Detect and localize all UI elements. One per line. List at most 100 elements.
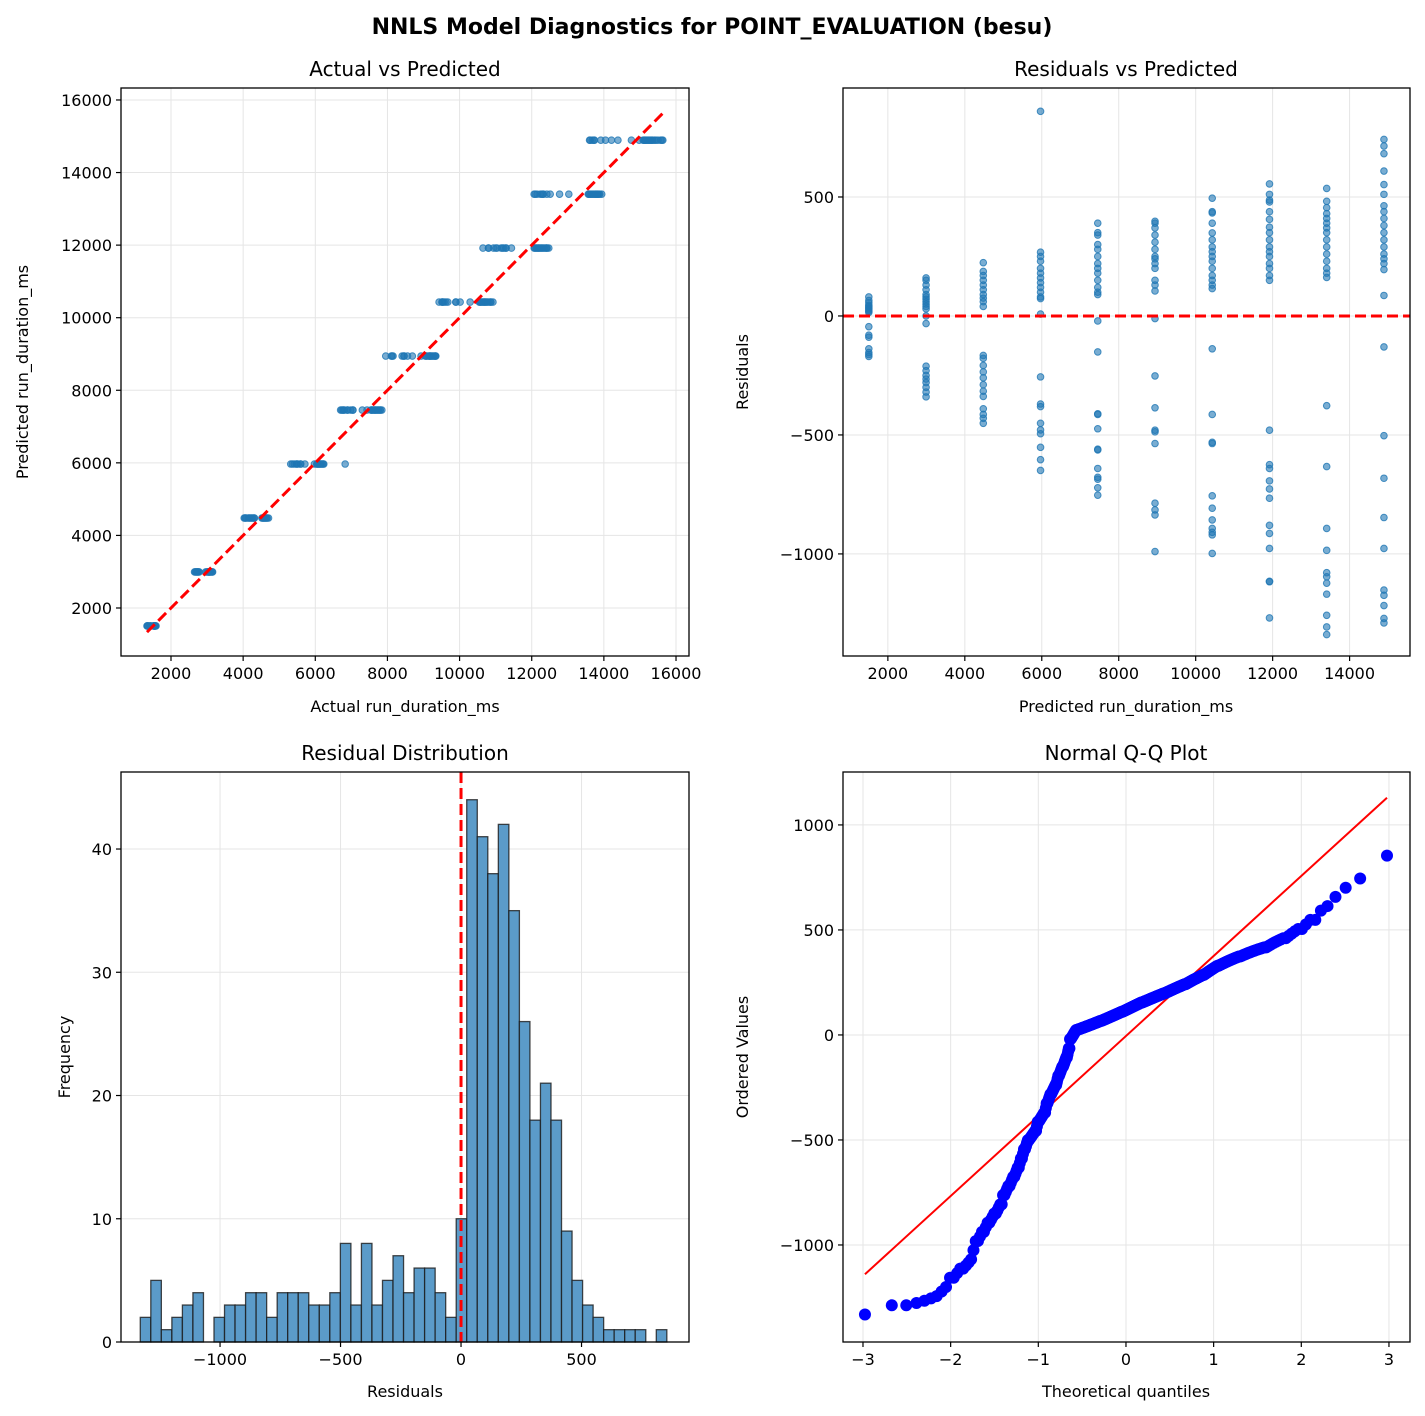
- data-point: [555, 190, 564, 198]
- data-point: [1093, 269, 1102, 277]
- data-point: [1322, 590, 1331, 598]
- x-tick-label: 12000: [1247, 664, 1298, 683]
- data-point: [1093, 475, 1102, 483]
- data-point: [286, 460, 295, 468]
- data-point: [1380, 236, 1388, 244]
- histogram-bar: [655, 1329, 668, 1343]
- histogram-bar: [434, 1292, 447, 1343]
- data-point: [1380, 431, 1388, 440]
- data-point: [1265, 180, 1274, 188]
- data-point: [1151, 428, 1159, 436]
- data-point: [336, 406, 345, 414]
- data-point: [1380, 149, 1388, 158]
- y-tick-label: 4000: [71, 526, 112, 545]
- data-point: [1322, 197, 1331, 206]
- data-point: [1322, 236, 1331, 244]
- histogram-bar: [634, 1329, 647, 1343]
- y-tick-label: 10: [92, 1210, 112, 1229]
- identity-line: [145, 112, 664, 634]
- data-point: [1322, 250, 1331, 258]
- histogram-bar: [497, 823, 510, 1343]
- data-point: [1265, 215, 1274, 224]
- y-tick-label: −500: [790, 426, 834, 445]
- x-axis-label: Predicted run_duration_ms: [1019, 697, 1233, 717]
- plot-area: [121, 88, 689, 656]
- y-tick-label: −500: [790, 1131, 834, 1150]
- y-tick-label: 500: [803, 921, 834, 940]
- y-tick-label: 8000: [71, 381, 112, 400]
- x-tick-label: 10000: [1170, 664, 1221, 683]
- data-point: [1322, 572, 1331, 581]
- data-point: [1208, 549, 1217, 558]
- data-point: [1036, 373, 1045, 381]
- data-point: [1093, 245, 1102, 254]
- y-tick-label: 14000: [61, 164, 112, 183]
- data-point: [979, 419, 988, 428]
- y-tick-label: 500: [803, 188, 834, 207]
- histogram-bar: [150, 1279, 162, 1343]
- x-tick-label: 0: [456, 1350, 466, 1369]
- data-point: [979, 361, 988, 370]
- histogram-bar: [371, 1304, 384, 1343]
- y-tick-label: 0: [824, 1026, 834, 1045]
- data-point: [865, 322, 873, 331]
- data-point: [1208, 209, 1217, 217]
- histogram-bar: [360, 1242, 373, 1343]
- histogram-bar: [518, 1020, 531, 1343]
- data-point: [1093, 231, 1102, 239]
- data-point: [1322, 401, 1331, 410]
- residuals-vs-predicted-panel: Residuals vs Predicted Predicted run_dur…: [733, 57, 1411, 717]
- data-point: [1093, 348, 1102, 356]
- histogram-bar: [466, 799, 478, 1343]
- data-point: [435, 298, 443, 306]
- data-point: [1151, 245, 1159, 254]
- data-point: [1322, 524, 1331, 533]
- data-point: [1380, 265, 1388, 274]
- y-tick-label: 1000: [793, 816, 834, 835]
- residual-distribution-panel: Residual Distribution Residuals Frequenc…: [55, 741, 690, 1401]
- qq-point: [1380, 849, 1393, 862]
- y-tick-label: 0: [102, 1333, 112, 1352]
- data-point: [1151, 224, 1159, 232]
- y-axis-label: Frequency: [55, 1016, 74, 1099]
- histogram-bar: [276, 1292, 289, 1343]
- qq-point: [1354, 872, 1367, 885]
- data-point: [1151, 547, 1159, 556]
- y-tick-label: 2000: [71, 599, 112, 618]
- histogram-bar: [234, 1304, 247, 1343]
- data-point: [1265, 477, 1274, 485]
- x-tick-label: 500: [566, 1350, 597, 1369]
- y-tick-label: 6000: [71, 454, 112, 473]
- x-tick-label: 14000: [578, 664, 629, 683]
- data-point: [1151, 404, 1159, 412]
- y-tick-label: −1000: [780, 545, 834, 564]
- data-point: [1208, 229, 1217, 237]
- data-point: [1265, 252, 1274, 261]
- histogram-bar: [476, 836, 489, 1343]
- data-point: [1380, 167, 1388, 175]
- data-point: [1208, 264, 1217, 273]
- data-point: [1380, 591, 1388, 600]
- x-tick-label: 6000: [295, 664, 336, 683]
- data-point: [1322, 546, 1331, 555]
- data-point: [1380, 513, 1388, 522]
- fit-line: [864, 796, 1388, 1275]
- data-point: [1322, 623, 1331, 631]
- data-point: [1380, 135, 1388, 144]
- y-tick-label: 0: [824, 307, 834, 326]
- histogram-bar: [171, 1316, 184, 1343]
- qq-point: [1309, 913, 1322, 926]
- data-point: [979, 392, 988, 401]
- data-point: [1208, 194, 1217, 202]
- data-point: [1151, 238, 1159, 246]
- x-tick-label: 4000: [944, 664, 985, 683]
- data-point: [1093, 446, 1102, 454]
- data-point: [1036, 429, 1045, 438]
- data-point: [565, 190, 573, 198]
- data-point: [1208, 504, 1217, 513]
- qq-point: [940, 1280, 953, 1293]
- x-tick-label: −1: [1027, 1350, 1051, 1369]
- actual-vs-predicted-panel: Actual vs Predicted Actual run_duration_…: [13, 57, 701, 717]
- data-point: [1208, 257, 1217, 266]
